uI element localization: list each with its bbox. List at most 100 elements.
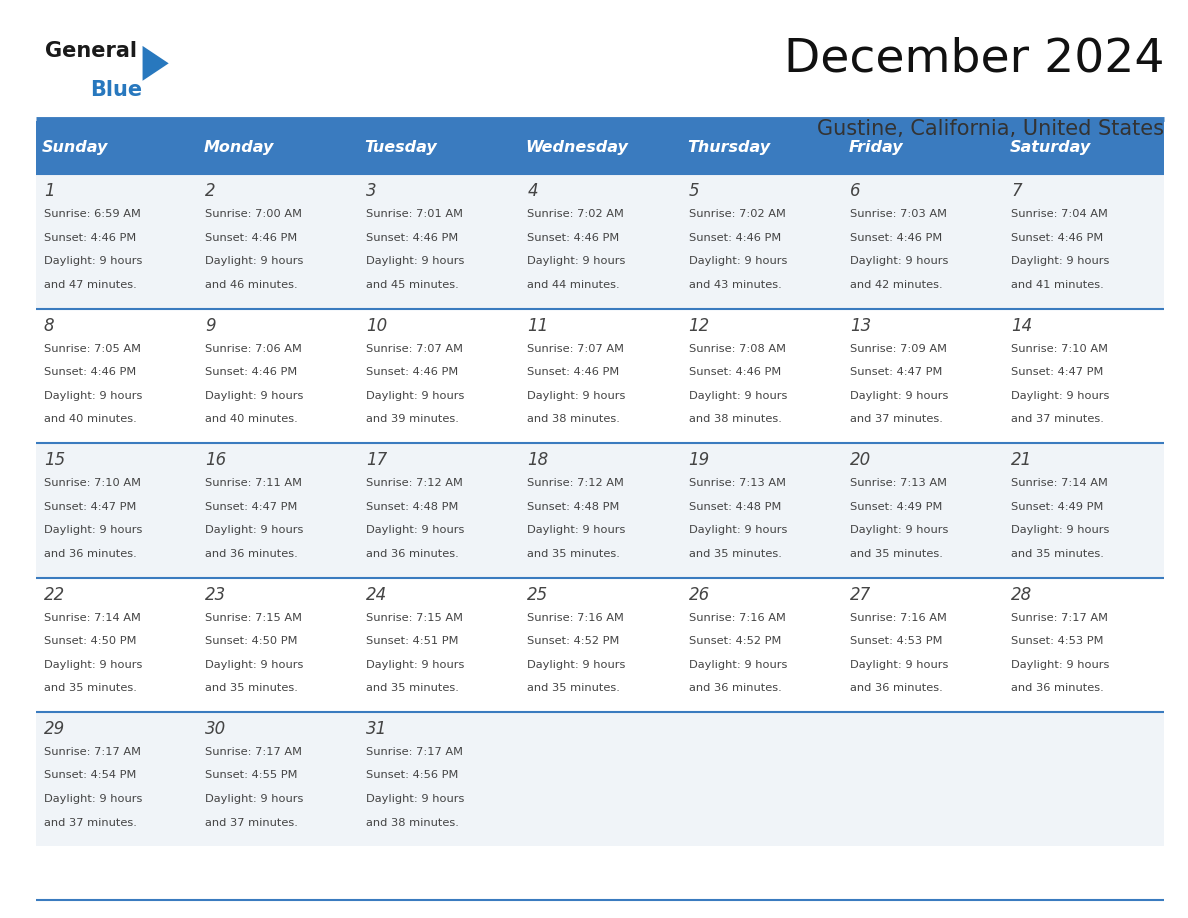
Text: Sunrise: 7:15 AM: Sunrise: 7:15 AM	[366, 612, 463, 622]
Text: 29: 29	[44, 720, 65, 738]
Text: Sunrise: 6:59 AM: Sunrise: 6:59 AM	[44, 209, 140, 219]
Text: Sunset: 4:54 PM: Sunset: 4:54 PM	[44, 770, 137, 780]
Bar	[36, 443, 1164, 577]
Text: Sunrise: 7:08 AM: Sunrise: 7:08 AM	[689, 343, 785, 353]
Text: 4: 4	[527, 183, 538, 200]
Text: and 35 minutes.: and 35 minutes.	[527, 683, 620, 693]
Text: Sunrise: 7:02 AM: Sunrise: 7:02 AM	[689, 209, 785, 219]
Text: 13: 13	[849, 317, 871, 335]
Text: Sunset: 4:52 PM: Sunset: 4:52 PM	[689, 636, 781, 646]
Text: 8: 8	[44, 317, 55, 335]
Text: and 40 minutes.: and 40 minutes.	[44, 414, 137, 424]
Text: Daylight: 9 hours: Daylight: 9 hours	[849, 391, 948, 401]
Text: December 2024: December 2024	[784, 37, 1164, 82]
Text: Sunset: 4:49 PM: Sunset: 4:49 PM	[1011, 501, 1104, 511]
Text: General: General	[45, 41, 137, 62]
Polygon shape	[143, 46, 169, 81]
Text: and 38 minutes.: and 38 minutes.	[366, 818, 459, 827]
Text: Sunrise: 7:06 AM: Sunrise: 7:06 AM	[204, 343, 302, 353]
Text: Sunrise: 7:02 AM: Sunrise: 7:02 AM	[527, 209, 624, 219]
Text: Sunset: 4:49 PM: Sunset: 4:49 PM	[849, 501, 942, 511]
Text: Daylight: 9 hours: Daylight: 9 hours	[527, 391, 626, 401]
Text: Sunset: 4:46 PM: Sunset: 4:46 PM	[204, 233, 297, 243]
Text: Daylight: 9 hours: Daylight: 9 hours	[527, 256, 626, 266]
Text: Sunrise: 7:00 AM: Sunrise: 7:00 AM	[204, 209, 302, 219]
Text: Sunset: 4:48 PM: Sunset: 4:48 PM	[527, 501, 620, 511]
Text: Daylight: 9 hours: Daylight: 9 hours	[44, 660, 143, 669]
Text: and 35 minutes.: and 35 minutes.	[849, 549, 943, 559]
Text: Sunrise: 7:09 AM: Sunrise: 7:09 AM	[849, 343, 947, 353]
Text: Sunrise: 7:17 AM: Sunrise: 7:17 AM	[204, 747, 302, 757]
Text: Sunrise: 7:12 AM: Sunrise: 7:12 AM	[366, 478, 463, 488]
Text: Sunset: 4:55 PM: Sunset: 4:55 PM	[204, 770, 297, 780]
Text: 12: 12	[689, 317, 710, 335]
Text: Sunset: 4:46 PM: Sunset: 4:46 PM	[689, 233, 781, 243]
Text: 20: 20	[849, 452, 871, 469]
Text: 18: 18	[527, 452, 549, 469]
Text: Daylight: 9 hours: Daylight: 9 hours	[1011, 525, 1110, 535]
Text: and 38 minutes.: and 38 minutes.	[689, 414, 782, 424]
Text: Saturday: Saturday	[1010, 140, 1091, 155]
Text: Daylight: 9 hours: Daylight: 9 hours	[204, 660, 303, 669]
Text: Daylight: 9 hours: Daylight: 9 hours	[689, 660, 786, 669]
Text: and 43 minutes.: and 43 minutes.	[689, 280, 782, 290]
Text: Sunset: 4:48 PM: Sunset: 4:48 PM	[366, 501, 459, 511]
Text: Daylight: 9 hours: Daylight: 9 hours	[849, 660, 948, 669]
Text: and 41 minutes.: and 41 minutes.	[1011, 280, 1104, 290]
Text: Daylight: 9 hours: Daylight: 9 hours	[527, 525, 626, 535]
Text: Sunset: 4:47 PM: Sunset: 4:47 PM	[849, 367, 942, 377]
Text: Daylight: 9 hours: Daylight: 9 hours	[366, 256, 465, 266]
Text: 26: 26	[689, 586, 710, 604]
Text: Sunrise: 7:12 AM: Sunrise: 7:12 AM	[527, 478, 624, 488]
Text: and 37 minutes.: and 37 minutes.	[44, 818, 137, 827]
Text: 19: 19	[689, 452, 710, 469]
Text: and 36 minutes.: and 36 minutes.	[689, 683, 782, 693]
Text: 24: 24	[366, 586, 387, 604]
Text: Daylight: 9 hours: Daylight: 9 hours	[44, 794, 143, 804]
Text: Sunrise: 7:03 AM: Sunrise: 7:03 AM	[849, 209, 947, 219]
Text: Sunrise: 7:01 AM: Sunrise: 7:01 AM	[366, 209, 463, 219]
Text: Daylight: 9 hours: Daylight: 9 hours	[689, 525, 786, 535]
Text: 17: 17	[366, 452, 387, 469]
Text: Sunrise: 7:14 AM: Sunrise: 7:14 AM	[44, 612, 140, 622]
Text: Daylight: 9 hours: Daylight: 9 hours	[204, 391, 303, 401]
Text: Sunrise: 7:14 AM: Sunrise: 7:14 AM	[1011, 478, 1108, 488]
Text: and 38 minutes.: and 38 minutes.	[527, 414, 620, 424]
Text: Sunset: 4:46 PM: Sunset: 4:46 PM	[366, 233, 459, 243]
Text: Sunset: 4:46 PM: Sunset: 4:46 PM	[527, 367, 620, 377]
Text: Sunset: 4:46 PM: Sunset: 4:46 PM	[204, 367, 297, 377]
Text: Sunset: 4:48 PM: Sunset: 4:48 PM	[689, 501, 781, 511]
Text: Sunrise: 7:16 AM: Sunrise: 7:16 AM	[849, 612, 947, 622]
Text: Daylight: 9 hours: Daylight: 9 hours	[366, 660, 465, 669]
Text: and 36 minutes.: and 36 minutes.	[366, 549, 459, 559]
Text: Daylight: 9 hours: Daylight: 9 hours	[849, 256, 948, 266]
Text: Tuesday: Tuesday	[365, 140, 437, 155]
Text: Sunrise: 7:17 AM: Sunrise: 7:17 AM	[366, 747, 463, 757]
Text: Daylight: 9 hours: Daylight: 9 hours	[849, 525, 948, 535]
Text: Sunset: 4:46 PM: Sunset: 4:46 PM	[527, 233, 620, 243]
Text: 30: 30	[204, 720, 226, 738]
Text: Daylight: 9 hours: Daylight: 9 hours	[689, 256, 786, 266]
Bar	[36, 121, 1164, 174]
Text: Daylight: 9 hours: Daylight: 9 hours	[1011, 660, 1110, 669]
Text: 7: 7	[1011, 183, 1022, 200]
Text: 15: 15	[44, 452, 65, 469]
Text: and 36 minutes.: and 36 minutes.	[204, 549, 298, 559]
Text: Daylight: 9 hours: Daylight: 9 hours	[527, 660, 626, 669]
Text: Sunday: Sunday	[42, 140, 108, 155]
Text: Sunset: 4:46 PM: Sunset: 4:46 PM	[366, 367, 459, 377]
Bar	[36, 308, 1164, 443]
Text: Sunrise: 7:11 AM: Sunrise: 7:11 AM	[204, 478, 302, 488]
Text: and 39 minutes.: and 39 minutes.	[366, 414, 459, 424]
Text: Daylight: 9 hours: Daylight: 9 hours	[689, 391, 786, 401]
Text: Sunset: 4:50 PM: Sunset: 4:50 PM	[204, 636, 297, 646]
Text: 27: 27	[849, 586, 871, 604]
Text: Sunrise: 7:16 AM: Sunrise: 7:16 AM	[527, 612, 624, 622]
Text: Sunrise: 7:10 AM: Sunrise: 7:10 AM	[44, 478, 140, 488]
Text: Sunset: 4:53 PM: Sunset: 4:53 PM	[849, 636, 942, 646]
Text: 1: 1	[44, 183, 55, 200]
Text: Sunrise: 7:13 AM: Sunrise: 7:13 AM	[849, 478, 947, 488]
Text: and 36 minutes.: and 36 minutes.	[44, 549, 137, 559]
Text: and 45 minutes.: and 45 minutes.	[366, 280, 459, 290]
Text: and 35 minutes.: and 35 minutes.	[1011, 549, 1104, 559]
